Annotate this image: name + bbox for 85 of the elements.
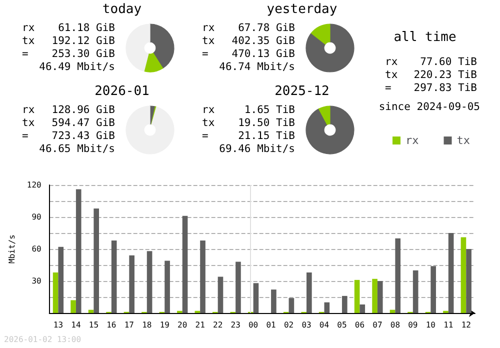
text: tx 594.47 GiB bbox=[22, 117, 115, 129]
x-tick-label: 17 bbox=[124, 320, 134, 330]
y-tick-label: 60 bbox=[32, 244, 42, 254]
bar bbox=[70, 300, 76, 313]
text: tx 220.23 TiB bbox=[385, 69, 477, 81]
x-tick-label: 08 bbox=[390, 320, 400, 330]
bar bbox=[94, 208, 100, 313]
bar bbox=[164, 260, 170, 313]
bar bbox=[111, 240, 117, 313]
chart-title: today bbox=[101, 2, 143, 17]
bar bbox=[324, 302, 330, 313]
bar bbox=[253, 283, 259, 313]
x-tick-label: 07 bbox=[372, 320, 382, 330]
bar bbox=[288, 298, 294, 313]
legend-label: rx bbox=[406, 134, 420, 147]
x-tick-label: 11 bbox=[444, 320, 454, 330]
text: = 723.43 GiB bbox=[22, 130, 115, 142]
bar bbox=[466, 249, 472, 313]
text: tx 19.50 TiB bbox=[202, 117, 295, 129]
x-tick-label: 00 bbox=[248, 320, 258, 330]
x-tick-label: 02 bbox=[284, 320, 294, 330]
bar bbox=[354, 280, 360, 313]
bar bbox=[129, 255, 134, 313]
x-tick-label: 16 bbox=[106, 320, 116, 330]
x-tick-label: 20 bbox=[178, 320, 188, 330]
text: rx 128.96 GiB bbox=[22, 104, 115, 116]
text: = 470.13 GiB bbox=[202, 48, 295, 60]
bar bbox=[76, 189, 82, 313]
text: tx 192.12 GiB bbox=[22, 35, 115, 47]
x-tick-label: 13 bbox=[53, 320, 64, 330]
text: rx 61.18 GiB bbox=[22, 22, 115, 34]
chart-title: 2025-12 bbox=[274, 84, 330, 99]
text: 46.49 Mbit/s bbox=[38, 61, 115, 74]
x-tick-label: 04 bbox=[319, 320, 330, 330]
bar bbox=[306, 272, 312, 313]
x-tick-label: 18 bbox=[142, 320, 152, 330]
text: = 21.15 TiB bbox=[202, 130, 295, 142]
x-tick-label: 19 bbox=[160, 320, 170, 330]
bar bbox=[236, 262, 241, 313]
chart-title: 2026-01 bbox=[94, 84, 150, 99]
x-tick-label: 03 bbox=[302, 320, 312, 330]
legend-label: tx bbox=[456, 134, 470, 147]
bar bbox=[360, 304, 366, 313]
bar bbox=[218, 276, 224, 313]
x-tick-label: 05 bbox=[337, 320, 347, 330]
bar bbox=[412, 270, 418, 313]
bar bbox=[460, 237, 466, 313]
text: tx 402.35 GiB bbox=[202, 35, 295, 47]
text: 46.74 Mbit/s bbox=[218, 61, 295, 74]
text: 46.65 Mbit/s bbox=[38, 143, 115, 156]
chart-title: yesterday bbox=[266, 2, 338, 17]
x-tick-label: 22 bbox=[213, 320, 223, 330]
y-tick-label: 90 bbox=[32, 212, 42, 222]
bar bbox=[271, 290, 276, 313]
bar bbox=[52, 272, 58, 313]
text: rx 1.65 TiB bbox=[202, 104, 295, 116]
text: rx 67.78 GiB bbox=[202, 22, 295, 34]
bar bbox=[372, 278, 378, 313]
bar bbox=[200, 240, 206, 313]
x-tick-label: 21 bbox=[195, 320, 206, 330]
bar bbox=[342, 296, 348, 313]
bar bbox=[182, 216, 188, 313]
text: = 253.30 GiB bbox=[22, 48, 115, 60]
text: rx 77.60 TiB bbox=[385, 56, 477, 68]
text: 69.46 Mbit/s bbox=[218, 143, 295, 156]
bar bbox=[395, 238, 401, 313]
x-tick-label: 15 bbox=[88, 320, 99, 330]
text: all time bbox=[392, 30, 458, 45]
text: since 2024-09-05 bbox=[378, 101, 480, 114]
bar bbox=[448, 233, 454, 313]
x-tick-label: 10 bbox=[426, 320, 436, 330]
y-tick-label: 30 bbox=[32, 276, 42, 286]
bar bbox=[146, 251, 152, 313]
x-tick-label: 23 bbox=[230, 320, 241, 330]
bar bbox=[377, 281, 383, 313]
x-tick-label: 14 bbox=[71, 320, 81, 330]
bar bbox=[58, 246, 64, 313]
x-tick-label: 12 bbox=[461, 320, 472, 330]
text: = 297.83 TiB bbox=[385, 82, 477, 94]
bar bbox=[430, 266, 436, 313]
y-tick-label: 120 bbox=[26, 180, 42, 190]
x-tick-label: 09 bbox=[408, 320, 418, 330]
x-tick-label: 01 bbox=[266, 320, 276, 330]
x-tick-label: 06 bbox=[354, 320, 365, 330]
y-axis-title: Mbit/s bbox=[8, 234, 16, 264]
